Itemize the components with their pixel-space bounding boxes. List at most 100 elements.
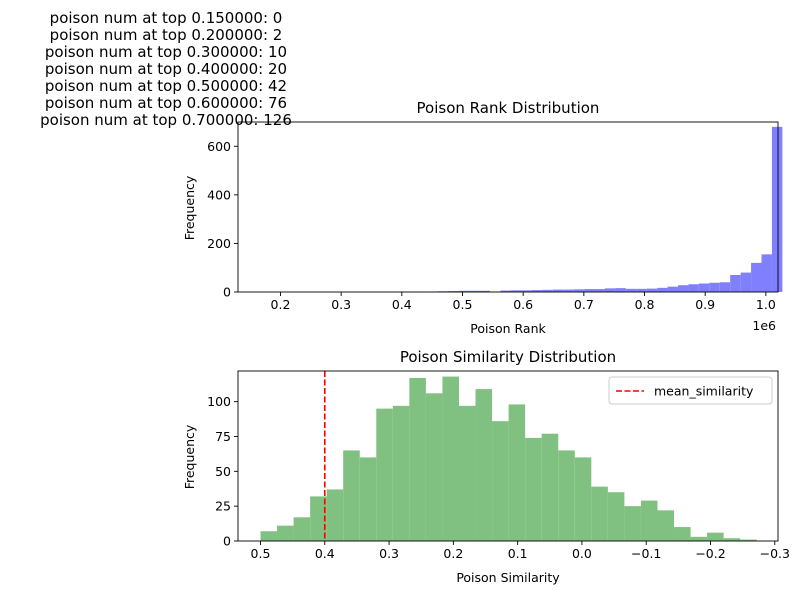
histogram-bar bbox=[698, 283, 710, 292]
x-tick-label: 0.4 bbox=[315, 546, 335, 561]
x-tick-label: 1.0 bbox=[756, 297, 776, 312]
x-tick-label: 0.4 bbox=[392, 297, 412, 312]
histogram-bar bbox=[657, 287, 668, 292]
x-axis-label: Poison Rank bbox=[470, 321, 546, 336]
chart-title: Poison Similarity Distribution bbox=[400, 348, 616, 366]
histogram-bar bbox=[723, 538, 741, 541]
histogram-bar bbox=[625, 288, 637, 292]
histogram-bar bbox=[475, 389, 493, 541]
x-tick-label: 0.3 bbox=[379, 546, 399, 561]
histogram-bar bbox=[511, 290, 522, 292]
histogram-bar bbox=[604, 288, 616, 292]
y-tick-label: 75 bbox=[215, 429, 231, 444]
histogram-bar bbox=[508, 404, 526, 541]
histogram-bar bbox=[636, 288, 647, 292]
y-tick-label: 25 bbox=[215, 499, 231, 514]
x-axis-label: Poison Similarity bbox=[456, 570, 560, 585]
histogram-bar bbox=[751, 262, 762, 292]
histogram-bar bbox=[594, 289, 605, 292]
x-tick-label: 0.2 bbox=[271, 297, 291, 312]
histogram-bar bbox=[552, 289, 564, 292]
histogram-bar bbox=[479, 290, 491, 292]
x-tick-label: 0.9 bbox=[695, 297, 715, 312]
histogram-bar bbox=[558, 450, 575, 541]
summary-line: poison num at top 0.150000: 0 bbox=[49, 9, 283, 27]
y-tick-label: 50 bbox=[215, 464, 231, 479]
x-tick-label: −0.3 bbox=[760, 546, 790, 561]
histogram-bar bbox=[359, 457, 377, 541]
histogram-bar bbox=[541, 433, 559, 541]
histogram-bar bbox=[761, 254, 772, 292]
chart-title: Poison Rank Distribution bbox=[417, 99, 600, 117]
histogram-bar bbox=[260, 531, 278, 541]
x-tick-label: 0.5 bbox=[453, 297, 473, 312]
histogram-bar bbox=[740, 539, 757, 541]
histogram-bar bbox=[584, 289, 595, 292]
histogram-bar bbox=[688, 284, 699, 292]
histogram-bar bbox=[469, 290, 480, 292]
summary-line: poison num at top 0.500000: 42 bbox=[44, 77, 288, 95]
histogram-bar bbox=[310, 496, 327, 541]
y-tick-label: 400 bbox=[207, 187, 231, 202]
x-tick-label: 0.3 bbox=[331, 297, 351, 312]
y-tick-label: 0 bbox=[223, 285, 231, 300]
histogram-bar bbox=[678, 285, 689, 292]
x-tick-label: 0.5 bbox=[251, 546, 271, 561]
histogram-bar bbox=[646, 288, 658, 292]
histogram-bar bbox=[607, 492, 625, 541]
histogram-bar bbox=[500, 290, 512, 292]
histogram-bar bbox=[709, 282, 720, 292]
histogram-bar bbox=[624, 506, 641, 541]
x-tick-label: −0.2 bbox=[695, 546, 725, 561]
x-tick-label: 0.7 bbox=[574, 297, 594, 312]
histogram-bar bbox=[521, 290, 532, 292]
histogram-bar bbox=[574, 457, 592, 541]
histogram-bar bbox=[615, 288, 626, 292]
y-axis-label: Frequency bbox=[182, 424, 197, 489]
legend-box bbox=[608, 376, 773, 405]
histogram-bar bbox=[730, 275, 741, 292]
histogram-bar bbox=[674, 527, 691, 541]
x-tick-label: −0.1 bbox=[631, 546, 661, 561]
histogram-bar bbox=[640, 500, 658, 541]
histogram-bar bbox=[458, 290, 470, 292]
histogram-bar bbox=[690, 536, 708, 541]
histogram-bar bbox=[326, 489, 344, 541]
histogram-bar bbox=[707, 532, 724, 541]
histogram-bar bbox=[542, 289, 553, 292]
summary-line: poison num at top 0.600000: 76 bbox=[44, 94, 288, 112]
histogram-bar bbox=[343, 450, 360, 541]
histogram-bar bbox=[771, 126, 783, 292]
x-tick-label: 0.2 bbox=[443, 546, 463, 561]
histogram-bar bbox=[442, 376, 459, 541]
summary-line: poison num at top 0.300000: 10 bbox=[44, 43, 288, 61]
summary-line: poison num at top 0.400000: 20 bbox=[44, 60, 288, 78]
x-offset-label: 1e6 bbox=[752, 318, 776, 333]
y-tick-label: 0 bbox=[223, 534, 231, 549]
histogram-bar bbox=[425, 393, 443, 541]
histogram-bar bbox=[525, 437, 542, 541]
summary-line: poison num at top 0.200000: 2 bbox=[49, 26, 283, 44]
histogram-bar bbox=[573, 289, 585, 292]
histogram-bar bbox=[448, 291, 459, 292]
histogram-bar bbox=[531, 290, 543, 292]
poison-count-summary: poison num at top 0.150000: 0 poison num… bbox=[0, 10, 332, 129]
x-tick-label: 0.1 bbox=[508, 546, 528, 561]
similarity-histogram: Poison Similarity Distribution Frequency… bbox=[182, 348, 790, 585]
histogram-bar bbox=[740, 272, 752, 292]
histogram-bar bbox=[591, 486, 608, 541]
summary-line: poison num at top 0.700000: 126 bbox=[40, 111, 292, 129]
y-axis-label: Frequency bbox=[182, 175, 197, 240]
rank-histogram: Poison Rank Distribution Frequency Poiso… bbox=[182, 99, 783, 336]
histogram-bar bbox=[657, 510, 675, 541]
x-tick-label: 0.8 bbox=[635, 297, 655, 312]
y-tick-label: 100 bbox=[207, 394, 231, 409]
x-tick-label: 0.6 bbox=[513, 297, 533, 312]
histogram-bar bbox=[392, 405, 410, 541]
legend: mean_similarity bbox=[608, 376, 773, 405]
histogram-bar bbox=[492, 421, 509, 541]
histogram-bar bbox=[667, 286, 679, 292]
legend-label: mean_similarity bbox=[654, 384, 754, 399]
histogram-bar bbox=[563, 289, 574, 292]
